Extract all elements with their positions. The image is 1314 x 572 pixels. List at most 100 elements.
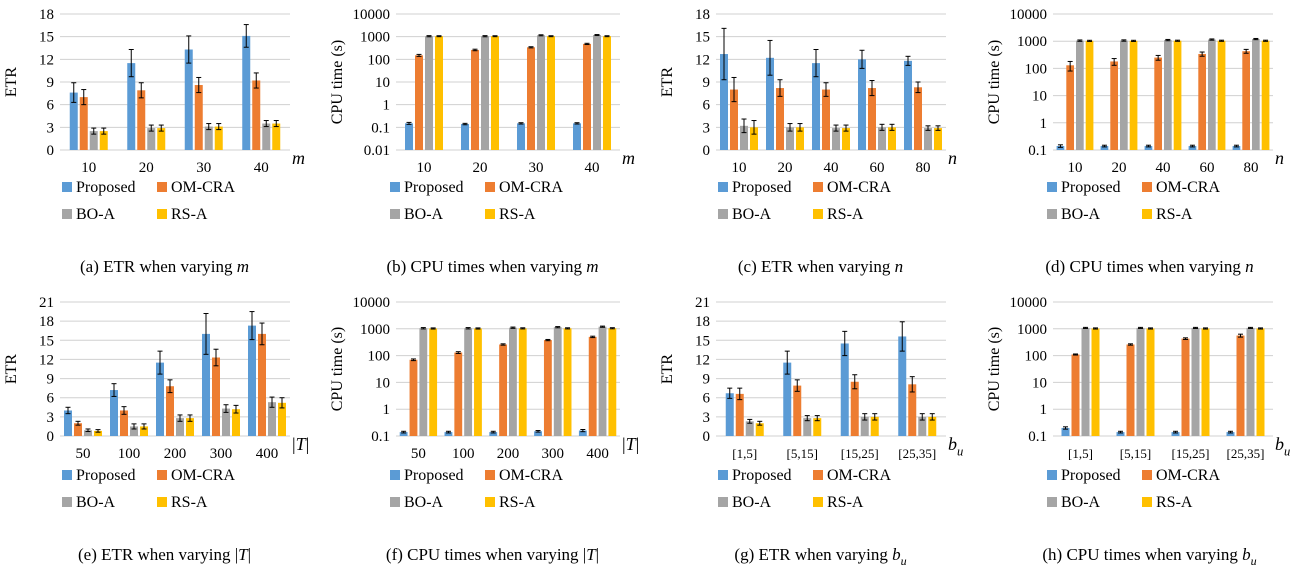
bar-rs-a-10 (750, 127, 758, 150)
x-variable-label: bu (948, 434, 963, 458)
legend-label-bo-a: BO-A (732, 206, 772, 223)
bar-rs-a-40 (603, 36, 611, 151)
bar-bo-a-100 (130, 426, 138, 436)
bar-rs-a-50 (429, 328, 438, 436)
bar-proposed-200 (156, 362, 164, 436)
legend-label-rs-a: RS-A (499, 206, 536, 223)
legend-swatch-bo-a (390, 497, 400, 507)
y-tick-label: 1 (383, 98, 391, 114)
legend-label-proposed: Proposed (732, 467, 792, 484)
legend-label-bo-a: BO-A (404, 206, 444, 223)
x-tick-label: 100 (118, 446, 141, 462)
x-tick-label: 400 (586, 446, 609, 462)
legend-swatch-rs-a (485, 209, 495, 219)
bar-rs-a-10 (435, 36, 443, 151)
bar-rs-a-80 (1261, 40, 1270, 150)
legend-swatch-om-cra (813, 470, 823, 480)
legend-label-rs-a: RS-A (1156, 206, 1193, 223)
legend-label-bo-a: BO-A (732, 494, 772, 511)
bar-bo-a-[15,25] (860, 416, 869, 436)
y-tick-label: 100 (1025, 349, 1048, 365)
y-tick-label: 1000 (1017, 322, 1047, 338)
y-tick-label: 1 (1040, 116, 1048, 132)
x-tick-label: 40 (254, 160, 269, 176)
legend-swatch-bo-a (1047, 209, 1057, 219)
y-tick-label: 100 (368, 52, 391, 68)
y-tick-label: 9 (703, 372, 711, 388)
chart-c: 0 3 6 9 12 15 18 ETR 10 20 40 60 80 n Proposed OM-CRA BO… (659, 7, 957, 276)
bar-om-cra-[15,25] (850, 381, 859, 436)
bar-bo-a-40 (593, 35, 601, 151)
bar-om-cra-[15,25] (1181, 338, 1190, 436)
legend-swatch-proposed (1047, 470, 1057, 480)
y-tick-label: 10 (375, 375, 390, 391)
legend-swatch-proposed (390, 182, 400, 192)
chart-e: 0 3 6 9 12 15 18 21 ETR 50 100 200 300 400 |T| Proposed… (3, 295, 309, 564)
legend-label-proposed: Proposed (76, 467, 136, 484)
bar-proposed-10 (405, 123, 413, 150)
bar-rs-a-[1,5] (755, 423, 764, 436)
bar-bo-a-200 (509, 327, 517, 436)
subfigure-caption: (g) ETR when varying bu (734, 545, 906, 568)
bar-rs-a-[5,15] (813, 418, 822, 436)
y-tick-label: 15 (39, 333, 54, 349)
legend-label-rs-a: RS-A (827, 206, 864, 223)
legend-label-bo-a: BO-A (404, 494, 444, 511)
bar-rs-a-40 (842, 128, 850, 150)
bar-proposed-20 (461, 124, 469, 150)
bar-proposed-[25,35] (898, 336, 907, 436)
y-tick-label: 10 (375, 75, 390, 91)
bar-rs-a-20 (157, 128, 166, 150)
y-tick-label: 0.1 (1028, 143, 1047, 159)
y-axis-label: ETR (659, 67, 676, 98)
bar-rs-a-20 (491, 36, 499, 151)
legend-swatch-om-cra (1142, 470, 1152, 480)
legend-swatch-bo-a (1047, 497, 1057, 507)
x-tick-label: 20 (139, 160, 154, 176)
x-tick-label: 200 (164, 446, 187, 462)
bar-om-cra-[5,15] (1126, 344, 1135, 436)
bar-rs-a-20 (796, 127, 804, 150)
bar-proposed-40 (812, 63, 820, 150)
bar-proposed-60 (858, 59, 866, 151)
legend-label-om-cra: OM-CRA (171, 179, 235, 196)
y-tick-label: 0 (703, 429, 711, 445)
legend-label-rs-a: RS-A (171, 494, 208, 511)
legend-label-bo-a: BO-A (1061, 206, 1101, 223)
legend-swatch-proposed (62, 470, 72, 480)
legend-label-rs-a: RS-A (171, 206, 208, 223)
x-tick-label: 10 (417, 160, 432, 176)
y-tick-label: 10000 (1010, 295, 1048, 311)
legend-label-om-cra: OM-CRA (171, 467, 235, 484)
bar-rs-a-100 (474, 328, 482, 436)
bar-bo-a-[5,15] (1136, 327, 1145, 436)
chart-f: 0.1 1 10 100 1000 10000 CPU time (s) 50 100 200 30… (329, 295, 639, 564)
legend-swatch-rs-a (1142, 209, 1152, 219)
bar-bo-a-40 (1164, 40, 1172, 150)
bar-rs-a-[5,15] (1146, 328, 1155, 436)
legend-swatch-bo-a (718, 209, 728, 219)
x-tick-label: 10 (81, 160, 96, 176)
y-tick-label: 15 (695, 333, 710, 349)
bar-om-cra-200 (499, 344, 507, 436)
bar-om-cra-80 (914, 87, 922, 150)
y-tick-label: 0.01 (364, 143, 390, 159)
x-tick-label: 80 (916, 160, 931, 176)
bar-rs-a-[25,35] (928, 416, 937, 436)
legend-label-proposed: Proposed (732, 179, 792, 196)
bar-proposed-[5,15] (783, 362, 792, 436)
x-tick-label: [15,25] (1172, 446, 1210, 461)
chart-b: 0.01 0.1 1 10 100 1000 10000 CPU time (s) 10 20 30… (329, 7, 635, 276)
bar-rs-a-10 (1085, 40, 1094, 150)
bar-om-cra-50 (409, 359, 418, 436)
x-tick-label: [5,15] (787, 446, 818, 461)
bar-om-cra-[1,5] (735, 393, 744, 436)
bar-proposed-30 (517, 123, 525, 150)
bar-proposed-50 (64, 410, 72, 436)
legend-swatch-bo-a (62, 497, 72, 507)
legend-label-bo-a: BO-A (1061, 494, 1101, 511)
bar-rs-a-50 (94, 430, 102, 436)
legend-swatch-proposed (718, 470, 728, 480)
bar-bo-a-[15,25] (1191, 327, 1200, 436)
bar-proposed-80 (904, 60, 912, 150)
